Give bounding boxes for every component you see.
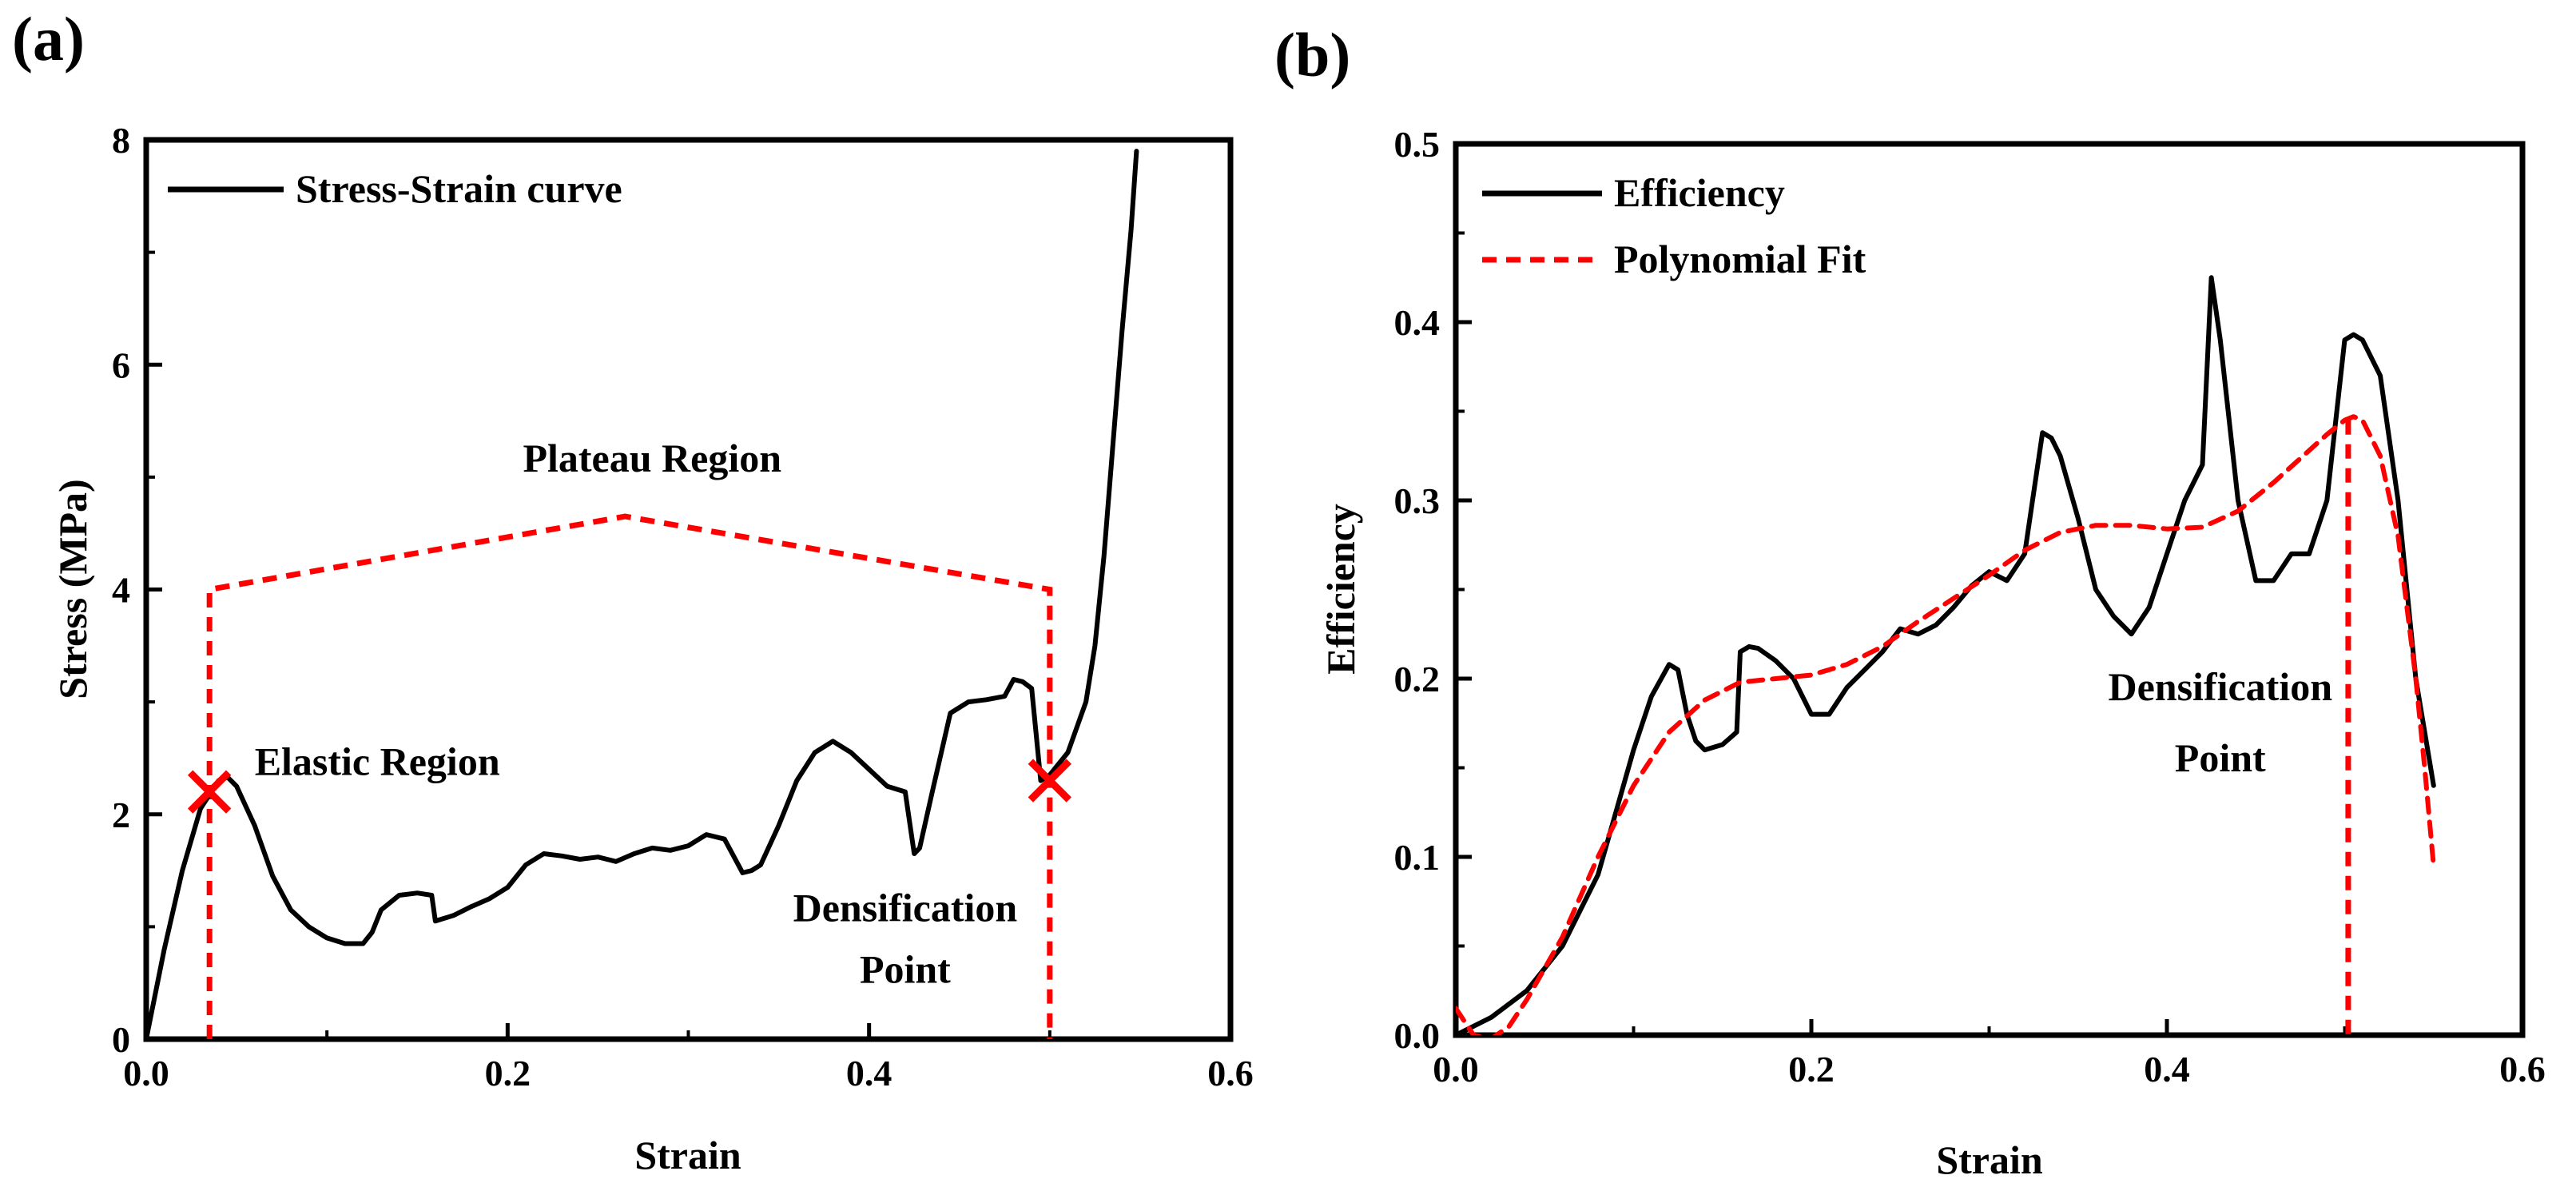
- plot-area-a: [146, 149, 1139, 1039]
- x-tick-label-b: 0.6: [2499, 1049, 2546, 1089]
- x-axis-title-a: Strain: [634, 1133, 741, 1177]
- y-tick-label-a: 2: [112, 795, 130, 835]
- y-axis-title-a: Stress (MPa): [50, 479, 95, 699]
- x-marker-a-1: [1028, 759, 1072, 803]
- y-tick-label-b: 0.1: [1394, 837, 1441, 878]
- axis-ticks-a: 0.0 0.2 0.4 0.6 0 2 4 6 8: [112, 120, 1254, 1093]
- x-tick-label-a: 0.2: [485, 1053, 531, 1093]
- panel-label-b: (b): [1274, 20, 1350, 90]
- legend-label-stress-strain: Stress-Strain curve: [296, 166, 622, 211]
- annotation-text-a-plateau-region: Plateau Region: [523, 436, 781, 480]
- y-tick-label-b: 0.4: [1394, 302, 1441, 343]
- x-tick-label-a: 0.6: [1207, 1053, 1254, 1093]
- x-tick-label-b: 0.0: [1433, 1049, 1479, 1089]
- annotations-a: Elastic Region Plateau Region Densificatio…: [187, 436, 1072, 992]
- x-axis-title-b: Strain: [1936, 1137, 2043, 1182]
- plot-content-b: [1456, 275, 2436, 1035]
- panel-a: (a) 0.0 0.2 0.4 0.6 0 2 4 6 8 Elastic Region Plat…: [12, 4, 1254, 1177]
- annotation-text-a-densification: Densification: [793, 885, 1018, 930]
- plot-content-a: [146, 149, 1139, 1039]
- series-line-polynomial-fit: [1456, 414, 2436, 1035]
- y-tick-label-b: 0.2: [1394, 659, 1441, 699]
- annotation-text-a-point: Point: [860, 947, 951, 992]
- x-tick-label-a: 0.0: [123, 1053, 169, 1093]
- y-tick-label-a: 6: [112, 345, 130, 385]
- y-tick-label-b: 0.3: [1394, 480, 1441, 521]
- legend-label-polynomial-fit: Polynomial Fit: [1614, 237, 1866, 281]
- x-tick-label-a: 0.4: [846, 1053, 892, 1093]
- x-marker-a-0: [187, 770, 232, 814]
- y-tick-label-a: 0: [112, 1019, 130, 1060]
- axis-ticks-b: 0.0 0.2 0.4 0.6 0.0 0.1 0.2 0.3 0.4 0.5: [1394, 124, 2546, 1089]
- y-tick-label-a: 8: [112, 120, 130, 161]
- annotation-text-b-densification: Densification: [2108, 664, 2332, 709]
- x-tick-label-b: 0.2: [1788, 1049, 1835, 1089]
- y-tick-label-b: 0.0: [1394, 1015, 1441, 1056]
- panel-b: (b) 0.0 0.2 0.4 0.6 0.0 0.1 0.2 0.3 0.4 0.5 Densi…: [1274, 20, 2546, 1182]
- panel-label-a: (a): [12, 4, 85, 74]
- y-tick-label-b: 0.5: [1394, 124, 1441, 165]
- annotation-dashed-line-a-0: [206, 513, 1053, 1039]
- annotations-b: Densification Point: [2108, 664, 2332, 780]
- x-tick-label-b: 0.4: [2144, 1049, 2190, 1089]
- plot-area-b: [1456, 275, 2436, 1035]
- y-axis-title-b: Efficiency: [1318, 504, 1363, 675]
- annotation-text-a-elastic-region: Elastic Region: [255, 739, 500, 784]
- annotation-text-b-point: Point: [2175, 735, 2266, 780]
- legend-label-efficiency: Efficiency: [1614, 170, 1785, 215]
- y-tick-label-a: 4: [112, 570, 130, 611]
- series-line-stress-strain-curve: [146, 149, 1139, 1039]
- plot-frame-a: [143, 137, 1234, 1042]
- series-line-efficiency: [1456, 275, 2436, 1035]
